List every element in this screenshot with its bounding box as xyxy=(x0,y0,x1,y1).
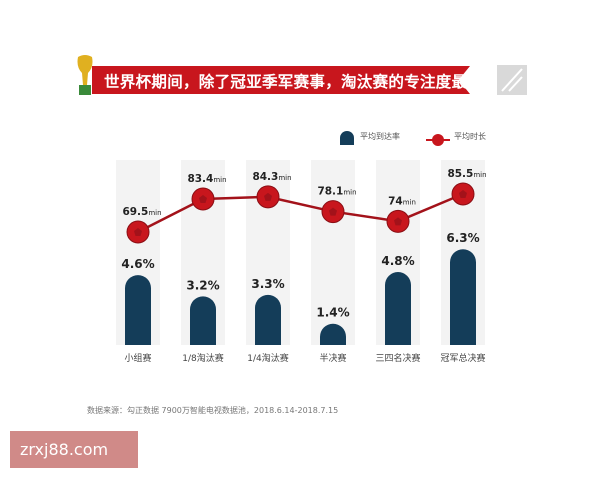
watermark: zrxj88.com xyxy=(10,431,138,468)
line-data-label: 74min xyxy=(388,195,416,207)
unit-label: min xyxy=(213,176,226,184)
bar xyxy=(385,272,411,345)
bar-data-label: 6.3% xyxy=(446,231,479,245)
ball-pattern-icon xyxy=(199,194,207,203)
line-data-label: 69.5min xyxy=(122,206,161,218)
bar-data-label: 4.6% xyxy=(121,257,154,271)
chart-title: 世界杯期间，除了冠亚季军赛事，淘汰赛的专注度最高 xyxy=(104,73,484,91)
legend-bar: 平均到达率 xyxy=(360,131,400,142)
column-background xyxy=(311,160,355,345)
bar-data-label: 1.4% xyxy=(316,306,349,320)
x-tick-label: 1/8淘汰赛 xyxy=(182,352,224,364)
line-data-label: 84.3min xyxy=(252,171,291,183)
line-data-label: 85.5min xyxy=(447,168,486,180)
title-banner xyxy=(92,66,470,94)
legend-bar-label: 平均到达率 xyxy=(360,132,400,141)
legend-line-label: 平均时长 xyxy=(454,132,486,141)
bar xyxy=(320,323,346,345)
x-tick-label: 半决赛 xyxy=(319,352,346,364)
bar xyxy=(125,275,151,345)
logo-icon xyxy=(501,68,523,92)
unit-label: min xyxy=(343,189,356,197)
line-series xyxy=(137,192,464,234)
unit-label: min xyxy=(278,174,291,182)
bar xyxy=(190,296,216,345)
trophy-icon xyxy=(77,55,93,95)
brand-logo xyxy=(497,65,527,95)
bar-data-label: 3.3% xyxy=(251,277,284,291)
ball-pattern-icon xyxy=(134,228,142,236)
legend-line: 平均时长 xyxy=(454,131,486,142)
x-tick-label: 1/4淘汰赛 xyxy=(247,352,289,364)
unit-label: min xyxy=(148,209,161,217)
bar xyxy=(450,249,476,345)
unit-label: min xyxy=(473,171,486,179)
legend-line-marker xyxy=(432,134,444,146)
ball-pattern-icon xyxy=(459,190,467,198)
bar-data-label: 3.2% xyxy=(186,278,219,292)
line-data-label: 78.1min xyxy=(317,186,356,198)
ball-pattern-icon xyxy=(394,217,402,226)
x-tick-label: 冠军总决赛 xyxy=(440,352,485,364)
unit-label: min xyxy=(403,198,416,206)
ball-pattern-icon xyxy=(329,207,337,216)
legend-bar-swatch xyxy=(340,131,354,145)
x-tick-label: 三四名决赛 xyxy=(375,352,420,364)
ball-pattern-icon xyxy=(264,192,272,201)
x-tick-label: 小组赛 xyxy=(124,352,151,364)
line-data-label: 83.4min xyxy=(187,173,226,185)
data-source: 数据来源：勾正数据 7900万智能电视数据池，2018.6.14-2018.7.… xyxy=(87,406,339,415)
bar-data-label: 4.8% xyxy=(381,254,414,268)
bar xyxy=(255,294,281,345)
